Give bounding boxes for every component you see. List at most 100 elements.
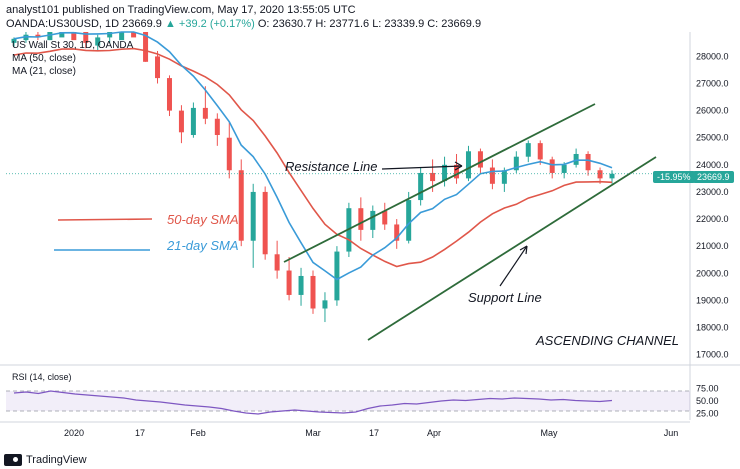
- tradingview-logo-icon: [4, 454, 22, 466]
- candle-body: [382, 210, 388, 225]
- candle-body: [238, 170, 244, 241]
- support-arrow: [499, 245, 528, 287]
- y-tick-label: 24000.0: [696, 160, 729, 170]
- y-tick-label: 26000.0: [696, 106, 729, 116]
- candle-body: [119, 32, 125, 41]
- sma21-label: 21-day SMA: [167, 238, 239, 253]
- last-price-tag: 23669.9: [693, 171, 734, 183]
- rsi-tick-label: 50.00: [696, 396, 719, 406]
- sma50-label: 50-day SMA: [167, 212, 239, 227]
- rsi-tick-label: 75.00: [696, 384, 719, 394]
- x-tick-label: Feb: [190, 428, 206, 438]
- y-tick-label: 17000.0: [696, 350, 729, 360]
- candle-body: [585, 153, 591, 171]
- y-tick-label: 21000.0: [696, 241, 729, 251]
- candle-body: [322, 300, 328, 309]
- candle-body: [190, 107, 196, 136]
- resistance-arrow: [381, 165, 463, 170]
- candle-body: [202, 107, 208, 119]
- support-arrowhead: [519, 245, 528, 255]
- resistance-line-label: Resistance Line: [285, 159, 378, 174]
- candle-body: [561, 164, 567, 173]
- candle-body: [358, 208, 364, 230]
- percent-tag: -15.95%: [653, 171, 695, 183]
- y-tick-label: 25000.0: [696, 133, 729, 143]
- sma50-legend-swatch: [57, 218, 153, 221]
- candle-body: [489, 167, 495, 184]
- candle-body: [430, 172, 436, 182]
- support-line-label: Support Line: [468, 290, 542, 305]
- legend-ma50[interactable]: MA (50, close): [12, 53, 76, 64]
- last-price: 23669.9: [122, 18, 162, 30]
- x-tick-label: May: [540, 428, 558, 438]
- legend-title: US Wall St 30, 1D, OANDA: [12, 40, 134, 51]
- candle-body: [442, 164, 448, 182]
- candle-body: [477, 151, 483, 168]
- x-tick-label: Jun: [664, 428, 679, 438]
- candle-body: [155, 56, 161, 79]
- candle-body: [11, 38, 17, 43]
- candle-body: [178, 110, 184, 133]
- ma21-line: [13, 31, 613, 281]
- candle-body: [454, 164, 460, 179]
- y-tick-label: 27000.0: [696, 79, 729, 89]
- publish-info: analyst101 published on TradingView.com,…: [6, 4, 356, 16]
- candle-body: [298, 275, 304, 295]
- ascending-channel-label: ASCENDING CHANNEL: [536, 333, 680, 348]
- rsi-label: RSI (14, close): [12, 372, 72, 382]
- candle-body: [334, 251, 340, 301]
- candle-body: [286, 270, 292, 295]
- candle-body: [597, 170, 603, 179]
- symbol-label: OANDA:US30USD, 1D: [6, 18, 120, 30]
- ma50-line: [13, 47, 613, 268]
- candle-body: [513, 156, 519, 171]
- candle-body: [406, 200, 412, 241]
- y-tick-label: 18000.0: [696, 322, 729, 332]
- x-tick-label: Apr: [427, 428, 441, 438]
- rsi-line: [13, 390, 613, 415]
- candle-body: [214, 118, 220, 136]
- rsi-band: [6, 391, 690, 411]
- y-tick-label: 22000.0: [696, 214, 729, 224]
- y-tick-label: 23000.0: [696, 187, 729, 197]
- candle-body: [47, 32, 53, 41]
- candle-body: [143, 32, 149, 62]
- candle-body: [549, 159, 555, 173]
- tradingview-name: TradingView: [26, 454, 87, 466]
- candle-body: [166, 78, 172, 111]
- x-tick-label: Mar: [305, 428, 321, 438]
- tradingview-branding[interactable]: TradingView: [4, 454, 87, 466]
- candle-body: [131, 32, 137, 38]
- candle-body: [83, 32, 89, 43]
- resistance-arrowhead: [454, 161, 463, 171]
- price-change: ▲ +39.2 (+0.17%): [164, 18, 255, 30]
- candle-body: [370, 210, 376, 230]
- x-tick-label: 17: [369, 428, 379, 438]
- symbol-ohlc-line: OANDA:US30USD, 1D 23669.9 ▲ +39.2 (+0.17…: [6, 18, 481, 30]
- x-tick-label: 17: [135, 428, 145, 438]
- candle-body: [226, 137, 232, 171]
- candle-body: [59, 32, 65, 38]
- x-tick-label: 2020: [64, 428, 84, 438]
- y-tick-label: 20000.0: [696, 268, 729, 278]
- y-tick-label: 19000.0: [696, 295, 729, 305]
- ohlc-values: O: 23630.7 H: 23771.6 L: 23339.9 C: 2366…: [257, 18, 482, 30]
- candle-body: [310, 275, 316, 309]
- candle-body: [418, 172, 424, 201]
- candle-body: [501, 170, 507, 184]
- candle-body: [394, 224, 400, 241]
- candle-body: [274, 254, 280, 271]
- candle-body: [95, 37, 101, 46]
- candle-body: [35, 34, 41, 38]
- candle-body: [525, 143, 531, 157]
- legend-ma21[interactable]: MA (21, close): [12, 66, 76, 77]
- candle-body: [465, 151, 471, 179]
- candle-body: [537, 143, 543, 160]
- resistance-channel-line: [283, 103, 596, 263]
- candle-body: [250, 191, 256, 241]
- candle-body: [107, 32, 113, 38]
- rsi-tick-label: 25.00: [696, 409, 719, 419]
- candle-body: [609, 173, 615, 179]
- support-channel-line: [367, 156, 657, 341]
